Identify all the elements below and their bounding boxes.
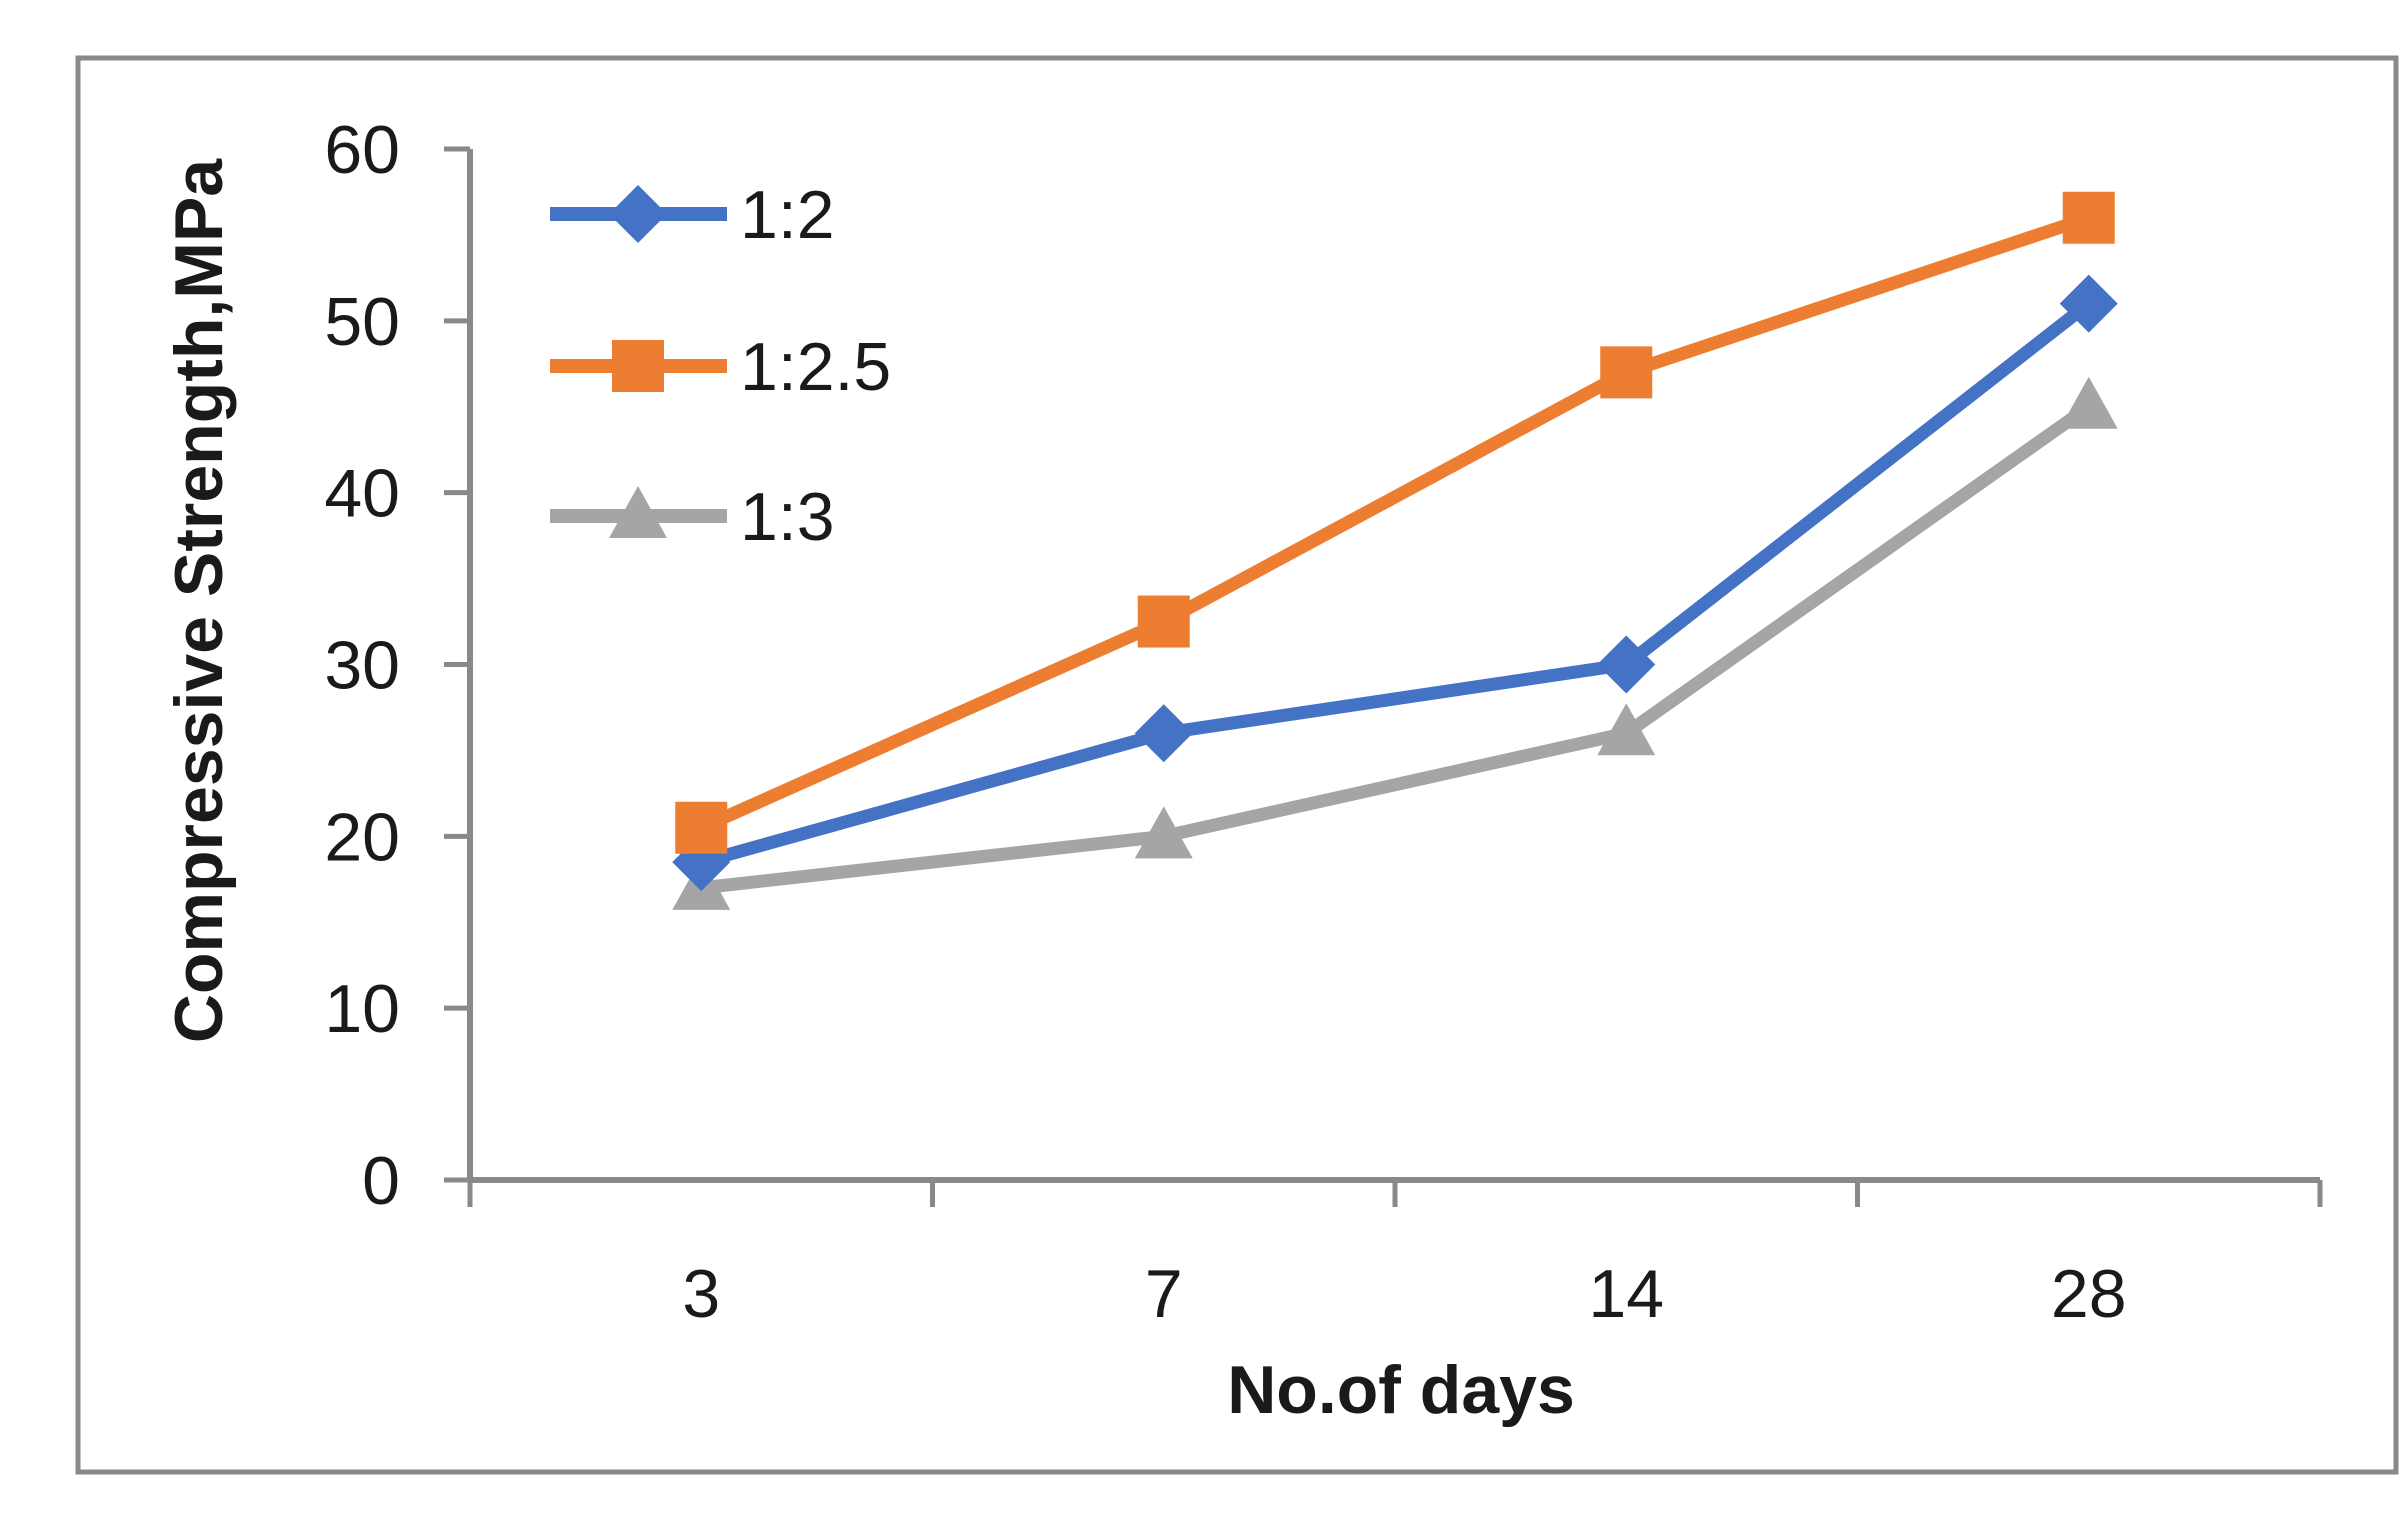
series-1-2-marker [2059, 274, 2118, 333]
legend-1-2-5-label: 1:2.5 [740, 329, 891, 405]
figure-border [75, 55, 2399, 1475]
series-1-2-5-marker [1137, 595, 1190, 648]
y-tick-label: 10 [324, 971, 400, 1047]
y-tick-label: 60 [324, 112, 400, 188]
series-1-2-5-marker [2062, 191, 2115, 244]
x-tick-label: 7 [1145, 1256, 1183, 1332]
x-axis-title: No.of days [1227, 1352, 1575, 1428]
y-tick-label: 0 [362, 1143, 400, 1219]
x-tick-label: 28 [2051, 1256, 2127, 1332]
series-1-2-marker [1134, 704, 1193, 763]
legend-1-2-label: 1:2 [740, 177, 835, 253]
x-tick-label: 3 [682, 1256, 720, 1332]
series-1-2-5-marker [675, 801, 728, 854]
y-tick-label: 20 [324, 799, 400, 875]
y-tick-label: 30 [324, 628, 400, 704]
legend: 1:2 1:2.5 1:3 [550, 177, 891, 555]
legend-1-3-marker [609, 486, 667, 538]
series-1-2-5-line [698, 211, 2091, 834]
legend-1-3-label: 1:3 [740, 479, 835, 555]
series-1-2-marker [1597, 635, 1656, 694]
legend-item-1-2-5: 1:2.5 [550, 329, 891, 405]
series-1-3-marker [2059, 376, 2118, 429]
series-1-2-5-marker [1600, 346, 1653, 399]
legend-item-1-2: 1:2 [550, 177, 835, 253]
series-1-3-line [700, 401, 2093, 895]
x-tick-label: 14 [1588, 1256, 1664, 1332]
legend-item-1-3: 1:3 [550, 479, 835, 555]
y-tick-label: 50 [324, 284, 400, 360]
series-1-3-marker [1134, 806, 1193, 859]
series-layer [672, 191, 2118, 910]
y-axis-title: Compressive Strength,MPa [161, 158, 237, 1043]
legend-1-2-5-marker [612, 340, 664, 392]
chart-figure: 0 10 20 30 40 50 60 3 7 14 28 1:2 1:2.5 1:3 No.of da… [40, 16, 2400, 1507]
legend-1-2-marker [609, 185, 667, 243]
series-1-2-line [699, 298, 2093, 869]
y-tick-label: 40 [324, 456, 400, 532]
series-1-3-marker [1597, 703, 1656, 756]
